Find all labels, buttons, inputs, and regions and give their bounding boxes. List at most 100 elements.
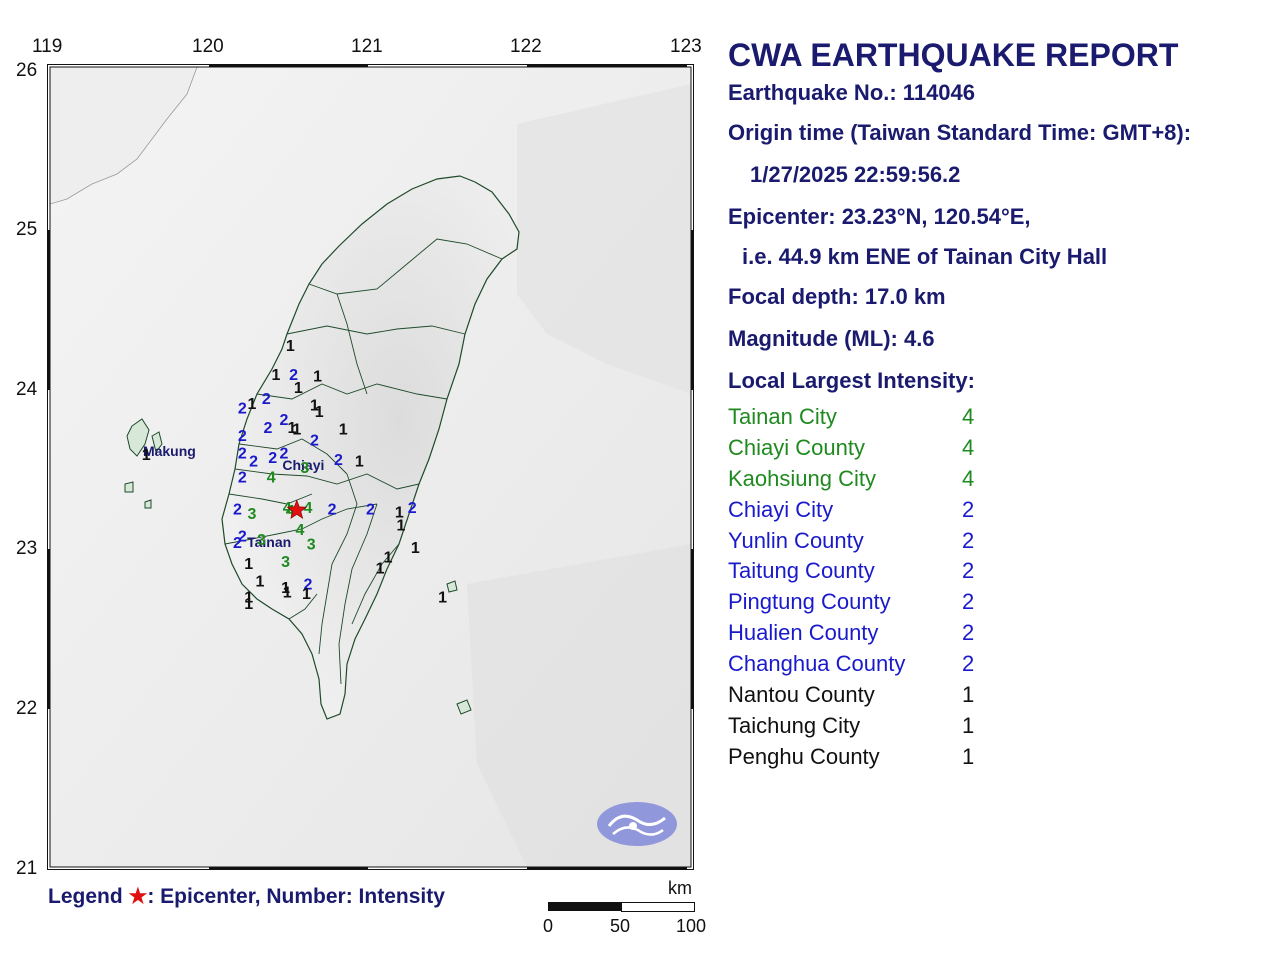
epicenter: Epicenter: 23.23°N, 120.54°E,	[728, 204, 1031, 229]
station-intensity-label: 2	[334, 452, 343, 469]
list-item: Penghu County 1	[728, 742, 1028, 773]
station-intensity-label: 1	[244, 589, 253, 606]
station-intensity-label: 2	[262, 391, 271, 408]
origin-time-label: Origin time (Taiwan Standard Time: GMT+8…	[728, 120, 1192, 145]
intensity-value: 4	[962, 434, 975, 460]
station-intensity-label: 1	[384, 549, 393, 566]
station-intensity-label: 1	[411, 540, 420, 557]
list-item: Changhua County 2	[728, 649, 1028, 680]
taiwan-island	[221, 175, 520, 720]
county-name: Nantou County	[728, 682, 875, 708]
station-intensity-label: 2	[238, 401, 247, 418]
county-boundaries	[224, 238, 503, 685]
county-name: Yunlin County	[728, 527, 864, 553]
lat-tick-label: 26	[16, 60, 38, 81]
place-label: Tainan	[247, 534, 291, 550]
intensity-value: 4	[962, 404, 975, 429]
scale-label: 100	[676, 916, 707, 936]
scale-label: 0	[543, 916, 554, 936]
station-intensity-label: 1	[310, 397, 319, 414]
county-name: Changhua County	[728, 651, 906, 677]
station-intensity-label: 2	[280, 445, 289, 462]
county-name: Penghu County	[728, 743, 880, 769]
intensity-value: 2	[962, 496, 975, 522]
station-intensity-label: 2	[233, 501, 242, 518]
station-intensity-label: 1	[142, 447, 151, 464]
station-intensity-label: 1	[281, 580, 290, 597]
county-name: Taitung County	[728, 558, 875, 584]
county-name: Tainan City	[728, 404, 837, 429]
station-intensity-label: 2	[268, 450, 277, 467]
mainland-coast	[50, 67, 198, 205]
intensity-value: 4	[962, 465, 975, 491]
station-intensity-label: 4	[296, 522, 305, 539]
scale-label: 50	[610, 916, 631, 936]
intensity-value: 2	[962, 527, 975, 553]
epicenter-description: i.e. 44.9 km ENE of Tainan City Hall	[742, 244, 1108, 269]
report-panel: CWA EARTHQUAKE REPORT Earthquake No.: 11…	[728, 36, 1268, 402]
place-label: Chiayi	[282, 457, 324, 473]
list-item: Chiayi County 4	[728, 433, 1028, 464]
station-intensity-label: 1	[244, 556, 253, 573]
green-island	[446, 580, 458, 593]
station-intensity-label: 4	[304, 500, 313, 517]
penghu-islands	[124, 418, 163, 509]
station-intensity-label: 1	[355, 453, 364, 470]
station-intensity-label: 2	[238, 529, 247, 546]
station-intensity-label: 4	[267, 469, 276, 486]
intensity-value: 1	[962, 682, 975, 708]
station-intensity-label: 3	[300, 460, 309, 477]
epicenter-star-icon	[286, 499, 308, 519]
lon-tick-label: 121	[351, 36, 383, 57]
lon-tick-label: 123	[670, 36, 702, 57]
ryukyu-relief	[517, 84, 691, 394]
list-item: Yunlin County 2	[728, 526, 1028, 557]
station-intensity-label: 1	[302, 586, 311, 603]
station-intensity-label: 1	[294, 380, 303, 397]
station-intensity-label: 1	[376, 561, 385, 578]
intensity-value: 2	[962, 620, 975, 646]
scale-unit: km	[668, 878, 692, 898]
list-item: Hualien County 2	[728, 618, 1028, 649]
list-item: Nantou County 1	[728, 680, 1028, 711]
list-item: Pingtung County 2	[728, 587, 1028, 618]
station-intensity-label: 4	[283, 500, 292, 517]
scale-segment-dark	[548, 902, 621, 911]
county-name: Chiayi County	[728, 434, 865, 460]
list-item: Kaohsiung City 4	[728, 464, 1028, 495]
station-intensity-label: 1	[438, 589, 447, 606]
station-intensity-label: 1	[292, 421, 301, 438]
county-name: Kaohsiung City	[728, 465, 876, 491]
earthquake-number: Earthquake No.: 114046	[728, 80, 976, 105]
lat-tick-label: 25	[16, 219, 38, 240]
lat-tick-label: 22	[16, 698, 38, 719]
intensity-value: 2	[962, 589, 975, 615]
station-intensity-label: 1	[255, 573, 264, 590]
station-intensity-label: 2	[304, 577, 313, 594]
list-item: Tainan City 4	[728, 402, 1028, 433]
intensity-value: 2	[962, 558, 975, 584]
legend: Legend ★: Epicenter, Number: Intensity	[48, 884, 445, 909]
origin-time: 1/27/2025 22:59:56.2	[750, 162, 961, 187]
station-intensity-label: 2	[280, 412, 289, 429]
station-intensity-label: 1	[339, 421, 348, 438]
list-item: Taitung County 2	[728, 556, 1028, 587]
station-intensity-label: 3	[281, 554, 290, 571]
map-frame-border	[47, 64, 694, 870]
county-name: Taichung City	[728, 712, 861, 738]
station-intensity-label: 1	[286, 338, 295, 355]
cwa-logo	[597, 802, 677, 846]
station-intensity-label: 1	[288, 420, 297, 437]
station-intensity-label: 1	[247, 396, 256, 413]
station-intensity-label: 3	[257, 532, 266, 549]
lat-tick-label: 21	[16, 858, 38, 879]
county-name: Hualien County	[728, 620, 879, 646]
lat-tick-label: 24	[16, 379, 38, 400]
lon-tick-label: 120	[192, 36, 224, 57]
orchid-island	[456, 699, 472, 715]
place-label: Makung	[143, 443, 196, 459]
county-name: Pingtung County	[728, 589, 891, 615]
station-intensity-label: 2	[328, 501, 337, 518]
focal-depth: Focal depth: 17.0 km	[728, 284, 946, 309]
station-intensity-label: 2	[238, 428, 247, 445]
